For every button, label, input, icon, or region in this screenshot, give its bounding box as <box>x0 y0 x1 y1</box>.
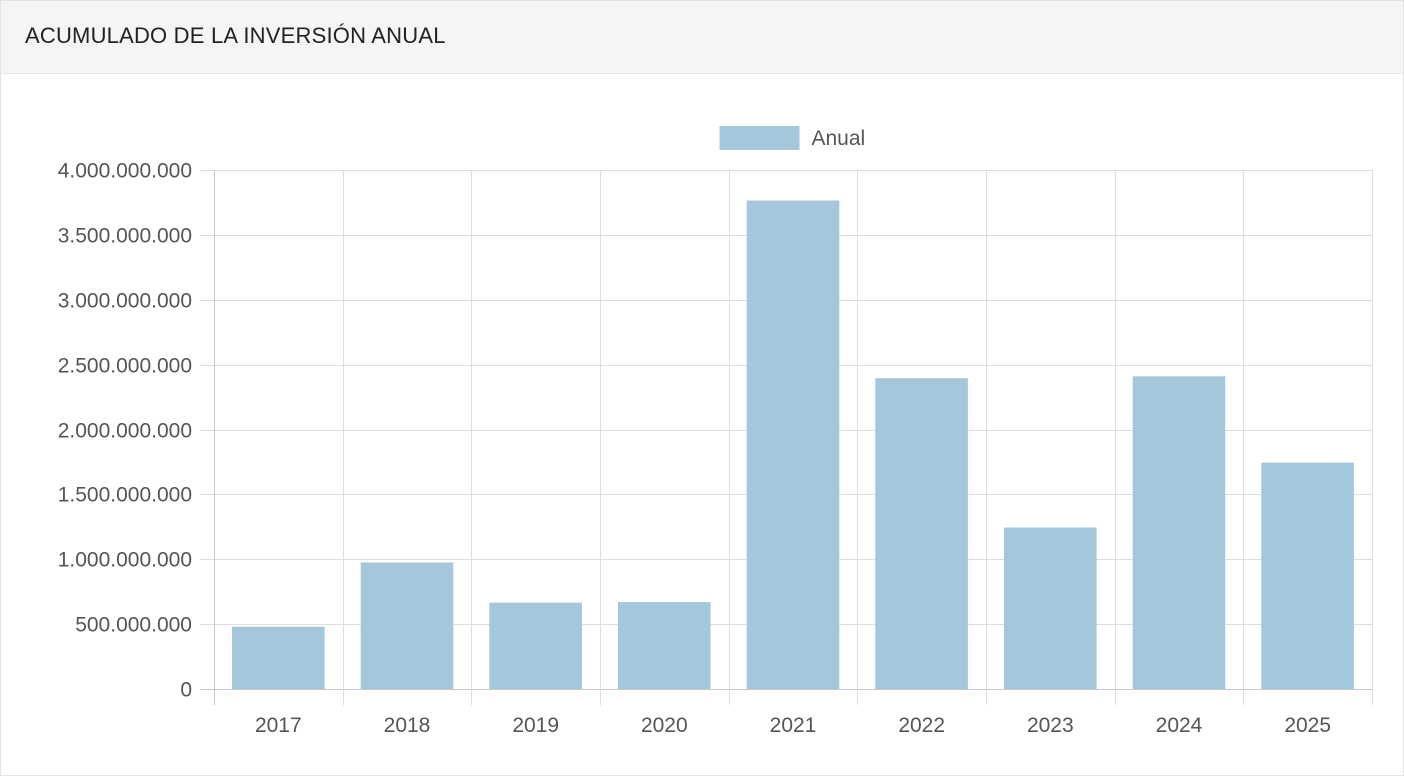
panel-header: ACUMULADO DE LA INVERSIÓN ANUAL <box>1 1 1403 74</box>
y-tick-label: 3.000.000.000 <box>58 290 192 313</box>
y-tick-label: 2.000.000.000 <box>58 420 192 443</box>
y-tick-label: 500.000.000 <box>75 614 192 637</box>
x-tick-label: 2022 <box>898 714 945 737</box>
legend-label[interactable]: Anual <box>812 127 866 150</box>
bar-2022[interactable] <box>875 378 968 689</box>
x-tick-label: 2021 <box>770 714 817 737</box>
panel-title: ACUMULADO DE LA INVERSIÓN ANUAL <box>25 23 446 48</box>
x-tick-label: 2023 <box>1027 714 1074 737</box>
y-tick-label: 3.500.000.000 <box>58 225 192 248</box>
x-tick-label: 2024 <box>1156 714 1203 737</box>
y-tick-label: 2.500.000.000 <box>58 355 192 378</box>
x-tick-label: 2025 <box>1284 714 1331 737</box>
bar-2018[interactable] <box>360 562 454 690</box>
legend[interactable]: Anual <box>719 126 866 150</box>
x-tick-label: 2018 <box>384 714 431 737</box>
bar-2024[interactable] <box>1132 376 1226 689</box>
x-tick-label: 2017 <box>255 714 302 737</box>
x-tick-label: 2019 <box>512 714 559 737</box>
legend-swatch[interactable] <box>719 126 800 150</box>
bar-2025[interactable] <box>1261 462 1354 689</box>
bar-2021[interactable] <box>746 200 840 690</box>
y-tick-label: 1.500.000.000 <box>58 484 192 507</box>
y-tick-label: 4.000.000.000 <box>58 160 192 183</box>
bar-2020[interactable] <box>618 602 711 689</box>
x-tick-label: 2020 <box>641 714 688 737</box>
bars <box>232 200 1354 690</box>
bar-2017[interactable] <box>232 626 325 689</box>
y-tick-label: 1.000.000.000 <box>58 549 192 572</box>
bar-2019[interactable] <box>489 602 582 689</box>
tick-labels: 0 500.000.000 1.000.000.000 1.500.000.000 2.… <box>58 160 1331 738</box>
y-tick-label: 0 <box>180 679 192 702</box>
bar-2023[interactable] <box>1004 527 1097 690</box>
